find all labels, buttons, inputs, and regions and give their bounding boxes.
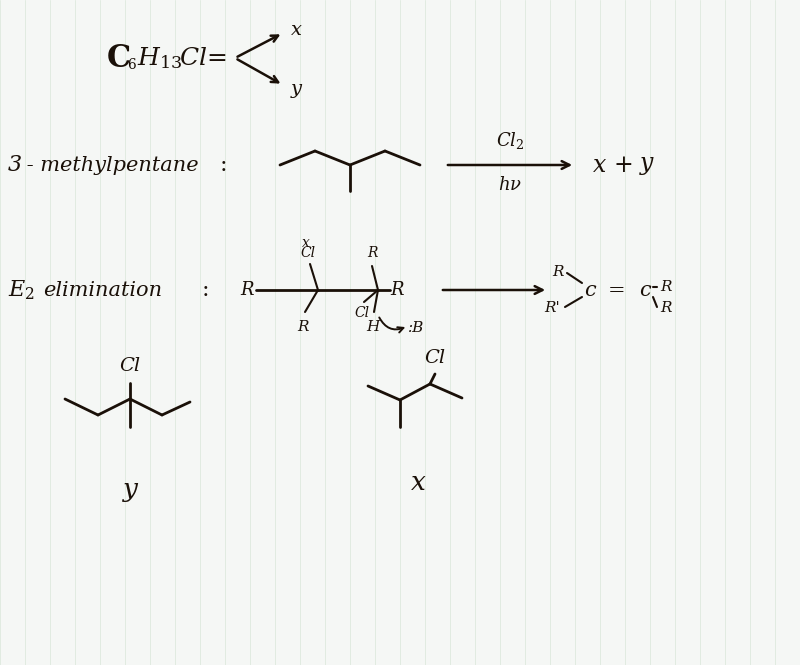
- Text: R: R: [366, 246, 378, 260]
- Text: y: y: [640, 152, 654, 174]
- Text: - methylpentane: - methylpentane: [20, 156, 198, 174]
- Text: c: c: [639, 281, 651, 299]
- Text: Cl: Cl: [425, 349, 446, 367]
- Text: R: R: [660, 301, 671, 315]
- Text: :: :: [220, 154, 227, 176]
- Text: Cl: Cl: [119, 357, 141, 375]
- Text: R': R': [544, 301, 560, 315]
- Text: elimination: elimination: [43, 281, 162, 299]
- Text: =: =: [608, 281, 626, 299]
- Text: x: x: [291, 21, 302, 39]
- Text: 3: 3: [8, 154, 22, 176]
- Text: :: :: [202, 279, 210, 301]
- Text: x: x: [302, 236, 310, 250]
- Text: R: R: [390, 281, 403, 299]
- Text: y: y: [291, 80, 302, 98]
- Text: $\mathit{E_2}$: $\mathit{E_2}$: [8, 278, 35, 302]
- Text: +: +: [614, 154, 634, 176]
- Text: Cl: Cl: [301, 246, 315, 260]
- Text: c: c: [584, 281, 596, 299]
- Text: $\mathit{Cl_2}$: $\mathit{Cl_2}$: [496, 130, 524, 151]
- Text: Cl: Cl: [354, 306, 370, 320]
- Text: R: R: [660, 280, 671, 294]
- Text: $\mathbf{C}$: $\mathbf{C}$: [106, 43, 130, 74]
- Text: x: x: [593, 154, 606, 176]
- Text: R: R: [553, 265, 564, 279]
- Text: $\mathit{Cl}$: $\mathit{Cl}$: [179, 47, 207, 70]
- Text: :B: :B: [408, 321, 424, 335]
- Text: R: R: [240, 281, 254, 299]
- Text: x: x: [410, 470, 426, 495]
- Text: $\mathit{H_{13}}$: $\mathit{H_{13}}$: [138, 45, 182, 71]
- Text: R: R: [298, 320, 309, 334]
- Text: =: =: [206, 47, 227, 70]
- Text: H: H: [366, 320, 380, 334]
- Text: $\mathit{h\nu}$: $\mathit{h\nu}$: [498, 176, 522, 194]
- Text: y: y: [122, 477, 138, 502]
- Text: $\mathit{_6}$: $\mathit{_6}$: [127, 55, 137, 73]
